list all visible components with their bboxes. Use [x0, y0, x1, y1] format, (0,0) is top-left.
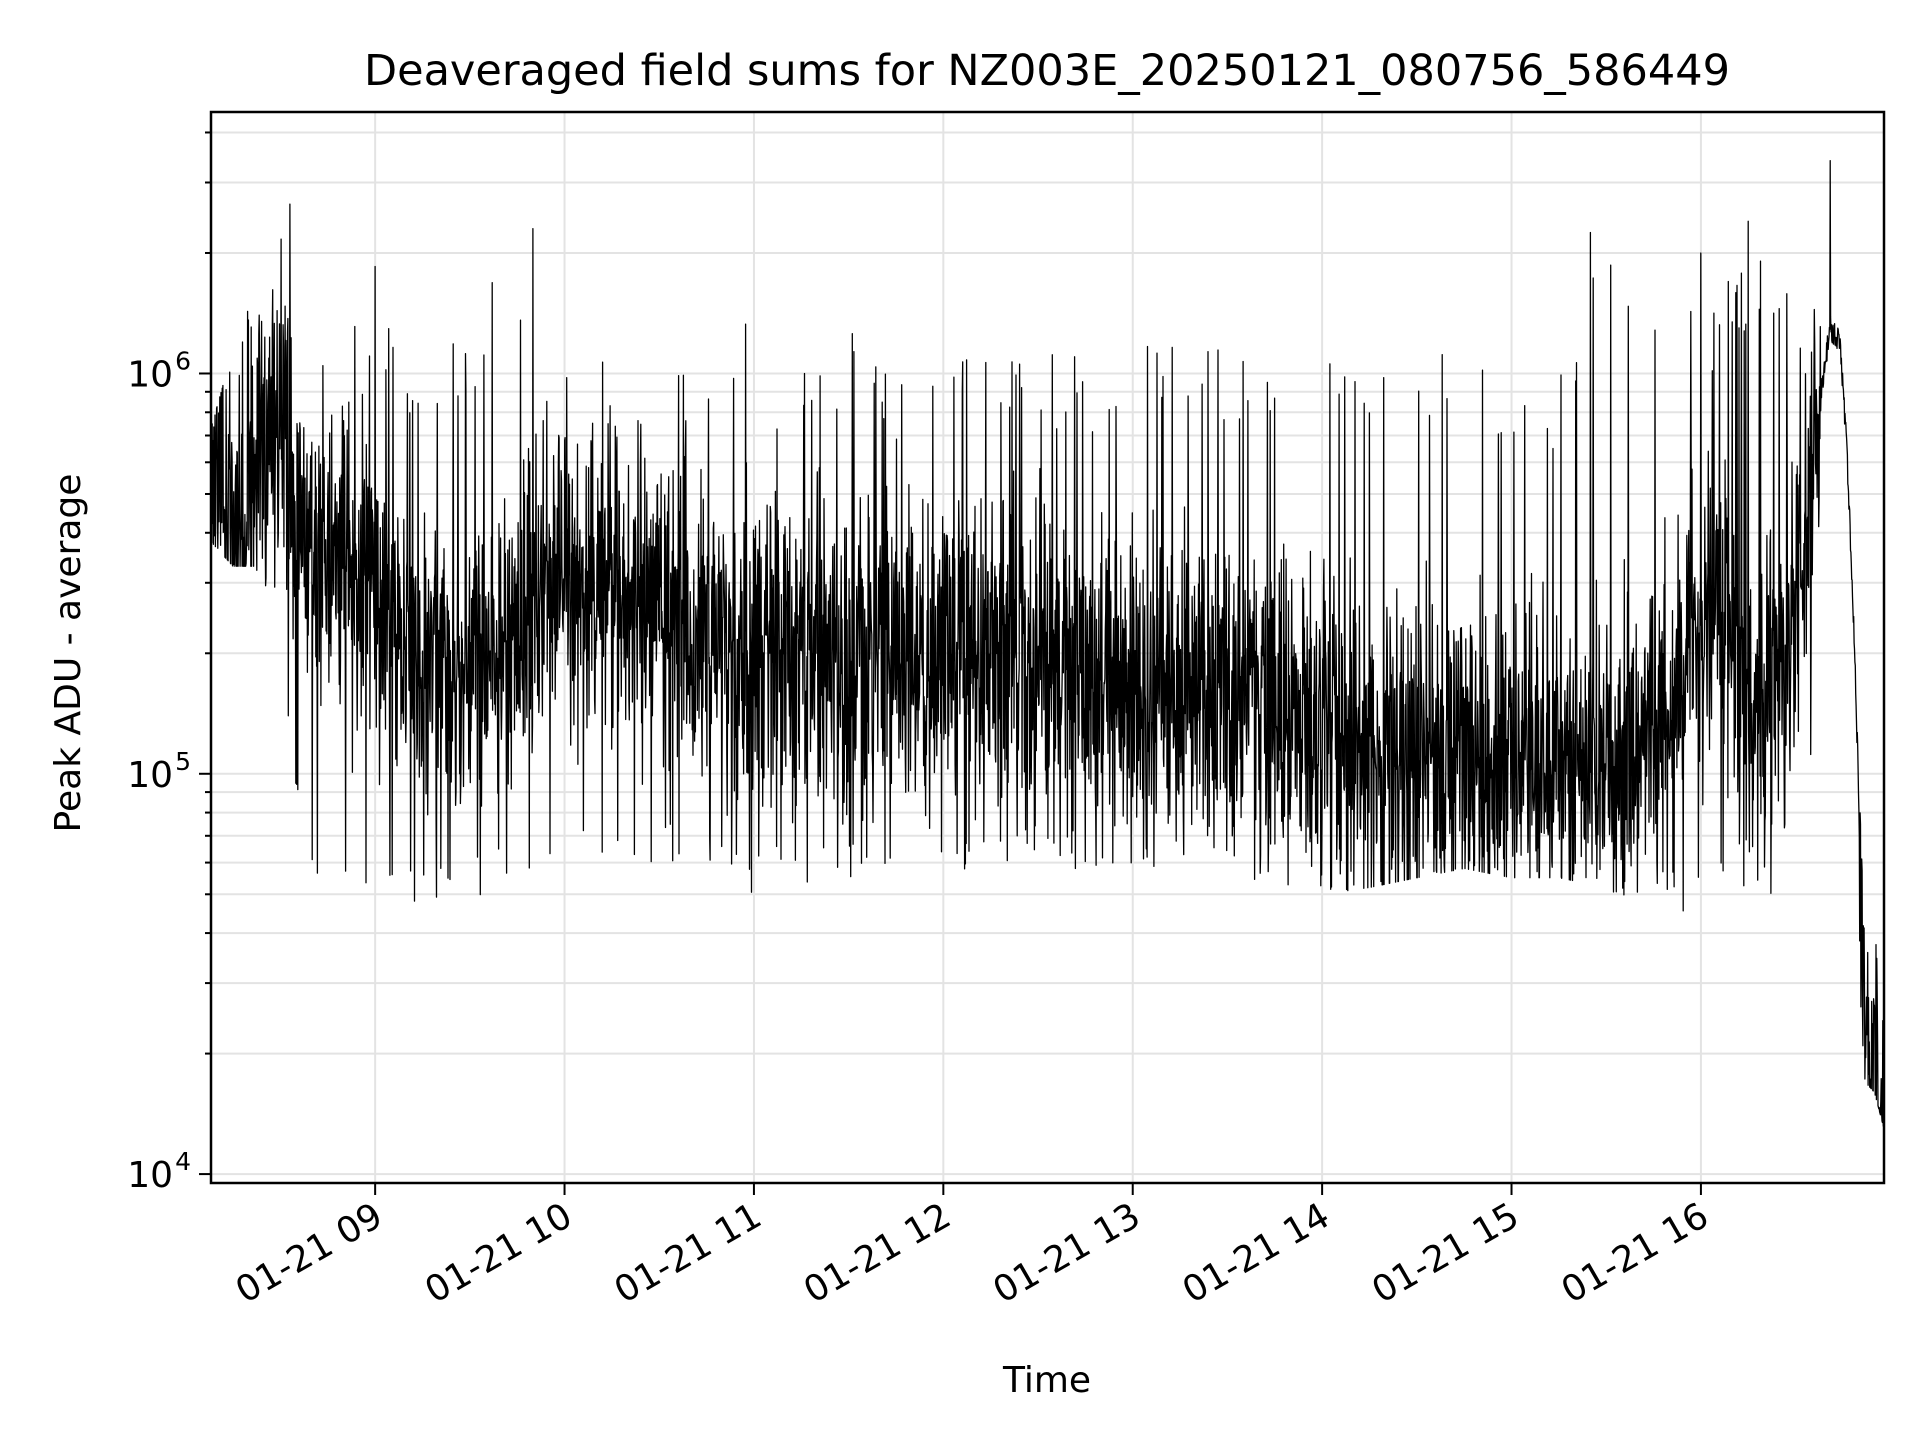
chart-title: Deaveraged field sums for NZ003E_2025012… [364, 46, 1730, 96]
series-line [210, 160, 1885, 1128]
x-axis-label: Time [1002, 1360, 1091, 1401]
x-tick-label: 01-21 16 [1555, 1195, 1716, 1311]
y-tick-label: 10 [127, 354, 173, 395]
y-tick-label: 10 [127, 755, 173, 796]
y-tick-base: 10 [127, 1155, 173, 1196]
y-tick-exponent: 6 [175, 346, 191, 375]
x-tick-label: 01-21 15 [1365, 1195, 1526, 1311]
y-tick-base: 10 [127, 354, 173, 395]
y-axis-label: Peak ADU - average [48, 474, 89, 833]
y-tick-base: 10 [127, 755, 173, 796]
plot-frame [209, 110, 1886, 1185]
series-layer [210, 160, 1885, 1128]
x-tick-label: 01-21 13 [987, 1195, 1148, 1311]
x-axis: 01-21 09 01-21 10 01-21 11 01-21 12 01-21 13… [229, 1183, 1715, 1312]
y-tick-exponent: 4 [175, 1147, 191, 1176]
y-tick-label: 10 [127, 1155, 173, 1196]
x-tick-label: 01-21 12 [797, 1195, 958, 1311]
x-tick-label: 01-21 10 [418, 1195, 579, 1311]
x-tick-label: 01-21 14 [1176, 1195, 1337, 1311]
x-tick-label: 01-21 09 [229, 1195, 390, 1311]
y-tick-exponent: 5 [175, 747, 191, 776]
x-tick-label: 01-21 11 [608, 1195, 769, 1311]
